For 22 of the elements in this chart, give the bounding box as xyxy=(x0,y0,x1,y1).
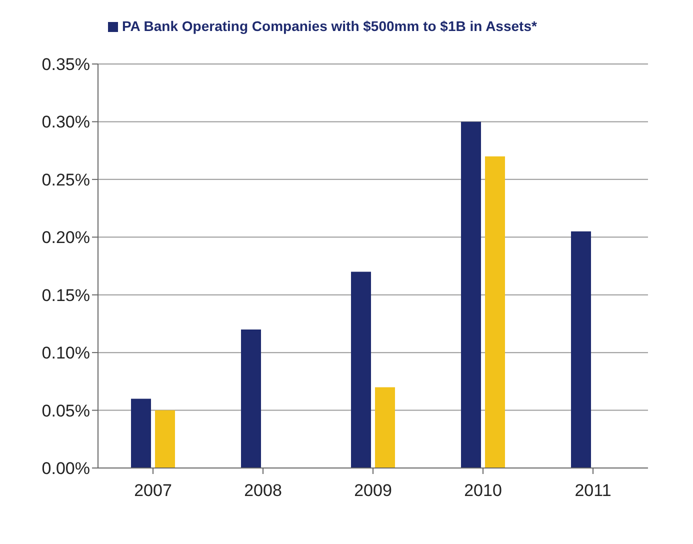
y-tick-label: 0.25% xyxy=(42,170,90,190)
legend-label: PA Bank Operating Companies with $500mm to $1B in Assets* xyxy=(122,18,537,34)
y-tick-label: 0.15% xyxy=(42,286,90,305)
bar xyxy=(155,410,175,468)
x-tick-label: 2008 xyxy=(244,481,282,500)
bar xyxy=(375,387,395,468)
x-tick-label: 2011 xyxy=(574,481,612,500)
x-tick-label: 2010 xyxy=(464,481,502,500)
bar xyxy=(571,231,591,468)
y-tick-label: 0.05% xyxy=(42,401,90,420)
y-tick-label: 0.00% xyxy=(42,459,90,478)
bar xyxy=(461,122,481,468)
y-tick-label: 0.20% xyxy=(42,228,90,248)
bar xyxy=(485,156,505,468)
bar xyxy=(131,398,151,468)
x-tick-label: 2007 xyxy=(134,481,172,500)
y-tick-label: 0.30% xyxy=(42,112,90,132)
y-tick-label: 0.10% xyxy=(42,344,90,363)
bar xyxy=(351,272,371,468)
x-tick-label: 2009 xyxy=(354,481,392,500)
y-tick-label: 0.35% xyxy=(42,55,90,74)
bar xyxy=(241,329,261,468)
